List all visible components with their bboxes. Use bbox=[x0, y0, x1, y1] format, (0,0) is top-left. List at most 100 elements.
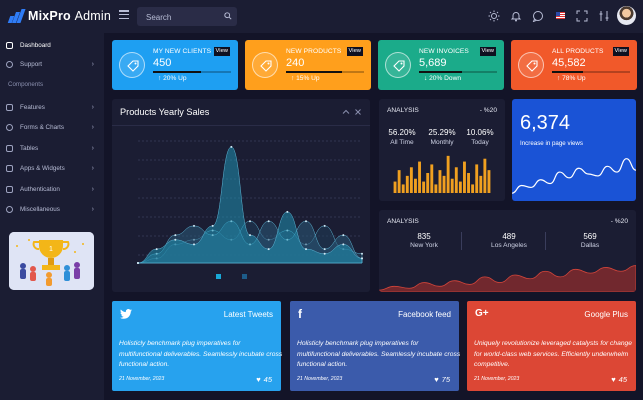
card-text: Holisticly benchmark plug imperatives fo… bbox=[297, 340, 461, 368]
collapse-icon[interactable] bbox=[342, 108, 350, 116]
bar bbox=[401, 184, 405, 193]
products-yearly-sales-panel: Products Yearly Sales bbox=[112, 99, 370, 292]
sidebar-item-tables[interactable]: Tables › bbox=[0, 139, 104, 157]
table-icon bbox=[6, 144, 13, 152]
stat-value: 5,689 bbox=[419, 57, 447, 69]
sidebar-item-dashboard[interactable]: Dashboard bbox=[0, 36, 104, 54]
top-bar: MixPro Admin bbox=[0, 0, 643, 33]
sidebar-section-title: Components bbox=[8, 81, 44, 88]
stat-delta: ↓ 20% Down bbox=[424, 75, 461, 82]
city-value: 569 bbox=[583, 232, 597, 241]
stat-icon-circle bbox=[385, 52, 411, 78]
view-button[interactable]: View bbox=[346, 47, 363, 56]
stat-value: 45,582 bbox=[552, 57, 586, 69]
sidebar-item-label: Features bbox=[20, 103, 45, 111]
bar bbox=[475, 164, 479, 193]
sidebar-item-miscellaneous[interactable]: Miscellaneous › bbox=[0, 200, 104, 218]
analysis-value: 10.06% bbox=[466, 128, 494, 137]
sidebar-item-label: Authentication bbox=[20, 185, 60, 193]
bell-icon[interactable] bbox=[510, 10, 522, 22]
view-button[interactable]: View bbox=[612, 47, 629, 56]
tag-icon bbox=[526, 60, 538, 72]
chevron-right-icon: › bbox=[91, 164, 94, 172]
view-button[interactable]: View bbox=[213, 47, 230, 56]
analysis-value: 56.20% bbox=[388, 128, 416, 137]
stat-icon-circle bbox=[518, 52, 544, 78]
stat-delta: ↑ 78% Up bbox=[557, 75, 586, 82]
bar bbox=[414, 178, 417, 193]
sun-icon[interactable] bbox=[488, 10, 500, 22]
city-value: 489 bbox=[502, 232, 516, 241]
stat-delta-text: 78% Up bbox=[562, 75, 586, 82]
stat-progress-bar bbox=[552, 71, 630, 73]
us-flag-icon[interactable] bbox=[556, 12, 565, 19]
sidebar-item-support[interactable]: Support › bbox=[0, 55, 104, 73]
stat-card-new-invoices: NEW INVOICES 5,689 ↓ 20% Down View bbox=[378, 40, 504, 90]
data-point bbox=[305, 248, 307, 251]
search-input[interactable] bbox=[137, 8, 217, 27]
app-title-light: Admin bbox=[74, 9, 111, 23]
facebook-icon[interactable]: f bbox=[298, 307, 302, 321]
sidebar-item-features[interactable]: Features › bbox=[0, 98, 104, 116]
card-date: 21 November, 2023 bbox=[119, 376, 165, 382]
analysis-label: All Time bbox=[390, 139, 414, 146]
chevron-right-icon: › bbox=[91, 185, 94, 193]
settings-sliders-icon[interactable] bbox=[598, 10, 610, 22]
arrow-up-icon: ↑ bbox=[557, 75, 561, 82]
bar bbox=[446, 155, 450, 193]
misc-icon bbox=[6, 205, 13, 213]
panel-divider bbox=[112, 125, 370, 126]
stat-value: 450 bbox=[153, 57, 172, 69]
arrow-down-icon: ↓ bbox=[424, 75, 428, 82]
sidebar-item-authentication[interactable]: Authentication › bbox=[0, 180, 104, 198]
divider bbox=[545, 232, 546, 250]
google-plus-icon[interactable]: G+ bbox=[475, 308, 489, 319]
sidebar-item-label: Support bbox=[20, 60, 43, 68]
chat-icon[interactable] bbox=[532, 10, 544, 22]
sidebar-item-forms-charts[interactable]: Forms & Charts › bbox=[0, 118, 104, 136]
page-views-line-chart bbox=[512, 158, 636, 194]
likes[interactable]: ♥ 45 bbox=[611, 375, 627, 384]
city-label: New York bbox=[410, 242, 438, 249]
data-point bbox=[305, 220, 307, 223]
bar bbox=[458, 181, 462, 193]
card-text: Uniquely revolutionize leveraged catalys… bbox=[474, 340, 632, 368]
sidebar-item-label: Forms & Charts bbox=[20, 123, 65, 131]
data-point bbox=[361, 252, 363, 255]
twitter-icon[interactable] bbox=[120, 309, 132, 319]
sidebar-item-apps-widgets[interactable]: Apps & Widgets › bbox=[0, 159, 104, 177]
analysis-summary-panel: ANALYSIS - %20 56.20% All Time 25.29% Mo… bbox=[379, 99, 505, 201]
fullscreen-icon[interactable] bbox=[576, 10, 588, 22]
likes[interactable]: ♥ 75 bbox=[434, 375, 450, 384]
card-date: 21 November, 2023 bbox=[474, 376, 520, 382]
data-point bbox=[211, 224, 214, 227]
bar bbox=[405, 175, 409, 193]
stat-label: ALL PRODUCTS bbox=[552, 48, 604, 55]
arrow-up-icon: ↑ bbox=[158, 75, 162, 82]
bar bbox=[430, 164, 434, 193]
analysis-bar-chart bbox=[393, 155, 491, 193]
bar bbox=[487, 170, 491, 193]
logo[interactable]: MixPro Admin bbox=[7, 9, 111, 23]
bar bbox=[467, 173, 470, 193]
likes[interactable]: ♥ 45 bbox=[256, 375, 272, 384]
stat-value: 240 bbox=[286, 57, 305, 69]
bar bbox=[397, 170, 401, 193]
menu-toggle-icon[interactable] bbox=[119, 10, 129, 20]
card-text: Holisticly benchmark plug imperatives fo… bbox=[119, 340, 283, 368]
chevron-right-icon: › bbox=[91, 103, 94, 111]
view-button[interactable]: View bbox=[479, 47, 496, 56]
data-point bbox=[193, 243, 195, 246]
legend-marker bbox=[216, 274, 221, 279]
stat-card-new-products: NEW PRODUCTS 240 ↑ 15% Up View bbox=[245, 40, 371, 90]
tag-icon bbox=[260, 60, 272, 72]
user-avatar[interactable] bbox=[617, 6, 636, 25]
search-icon[interactable] bbox=[224, 12, 232, 20]
heart-icon: ♥ bbox=[434, 375, 439, 384]
close-icon[interactable] bbox=[354, 108, 362, 116]
bar bbox=[463, 161, 466, 193]
cities-area-chart bbox=[379, 265, 636, 292]
bar bbox=[438, 170, 442, 193]
bar bbox=[483, 158, 487, 193]
app-title: MixPro Admin bbox=[28, 9, 111, 23]
